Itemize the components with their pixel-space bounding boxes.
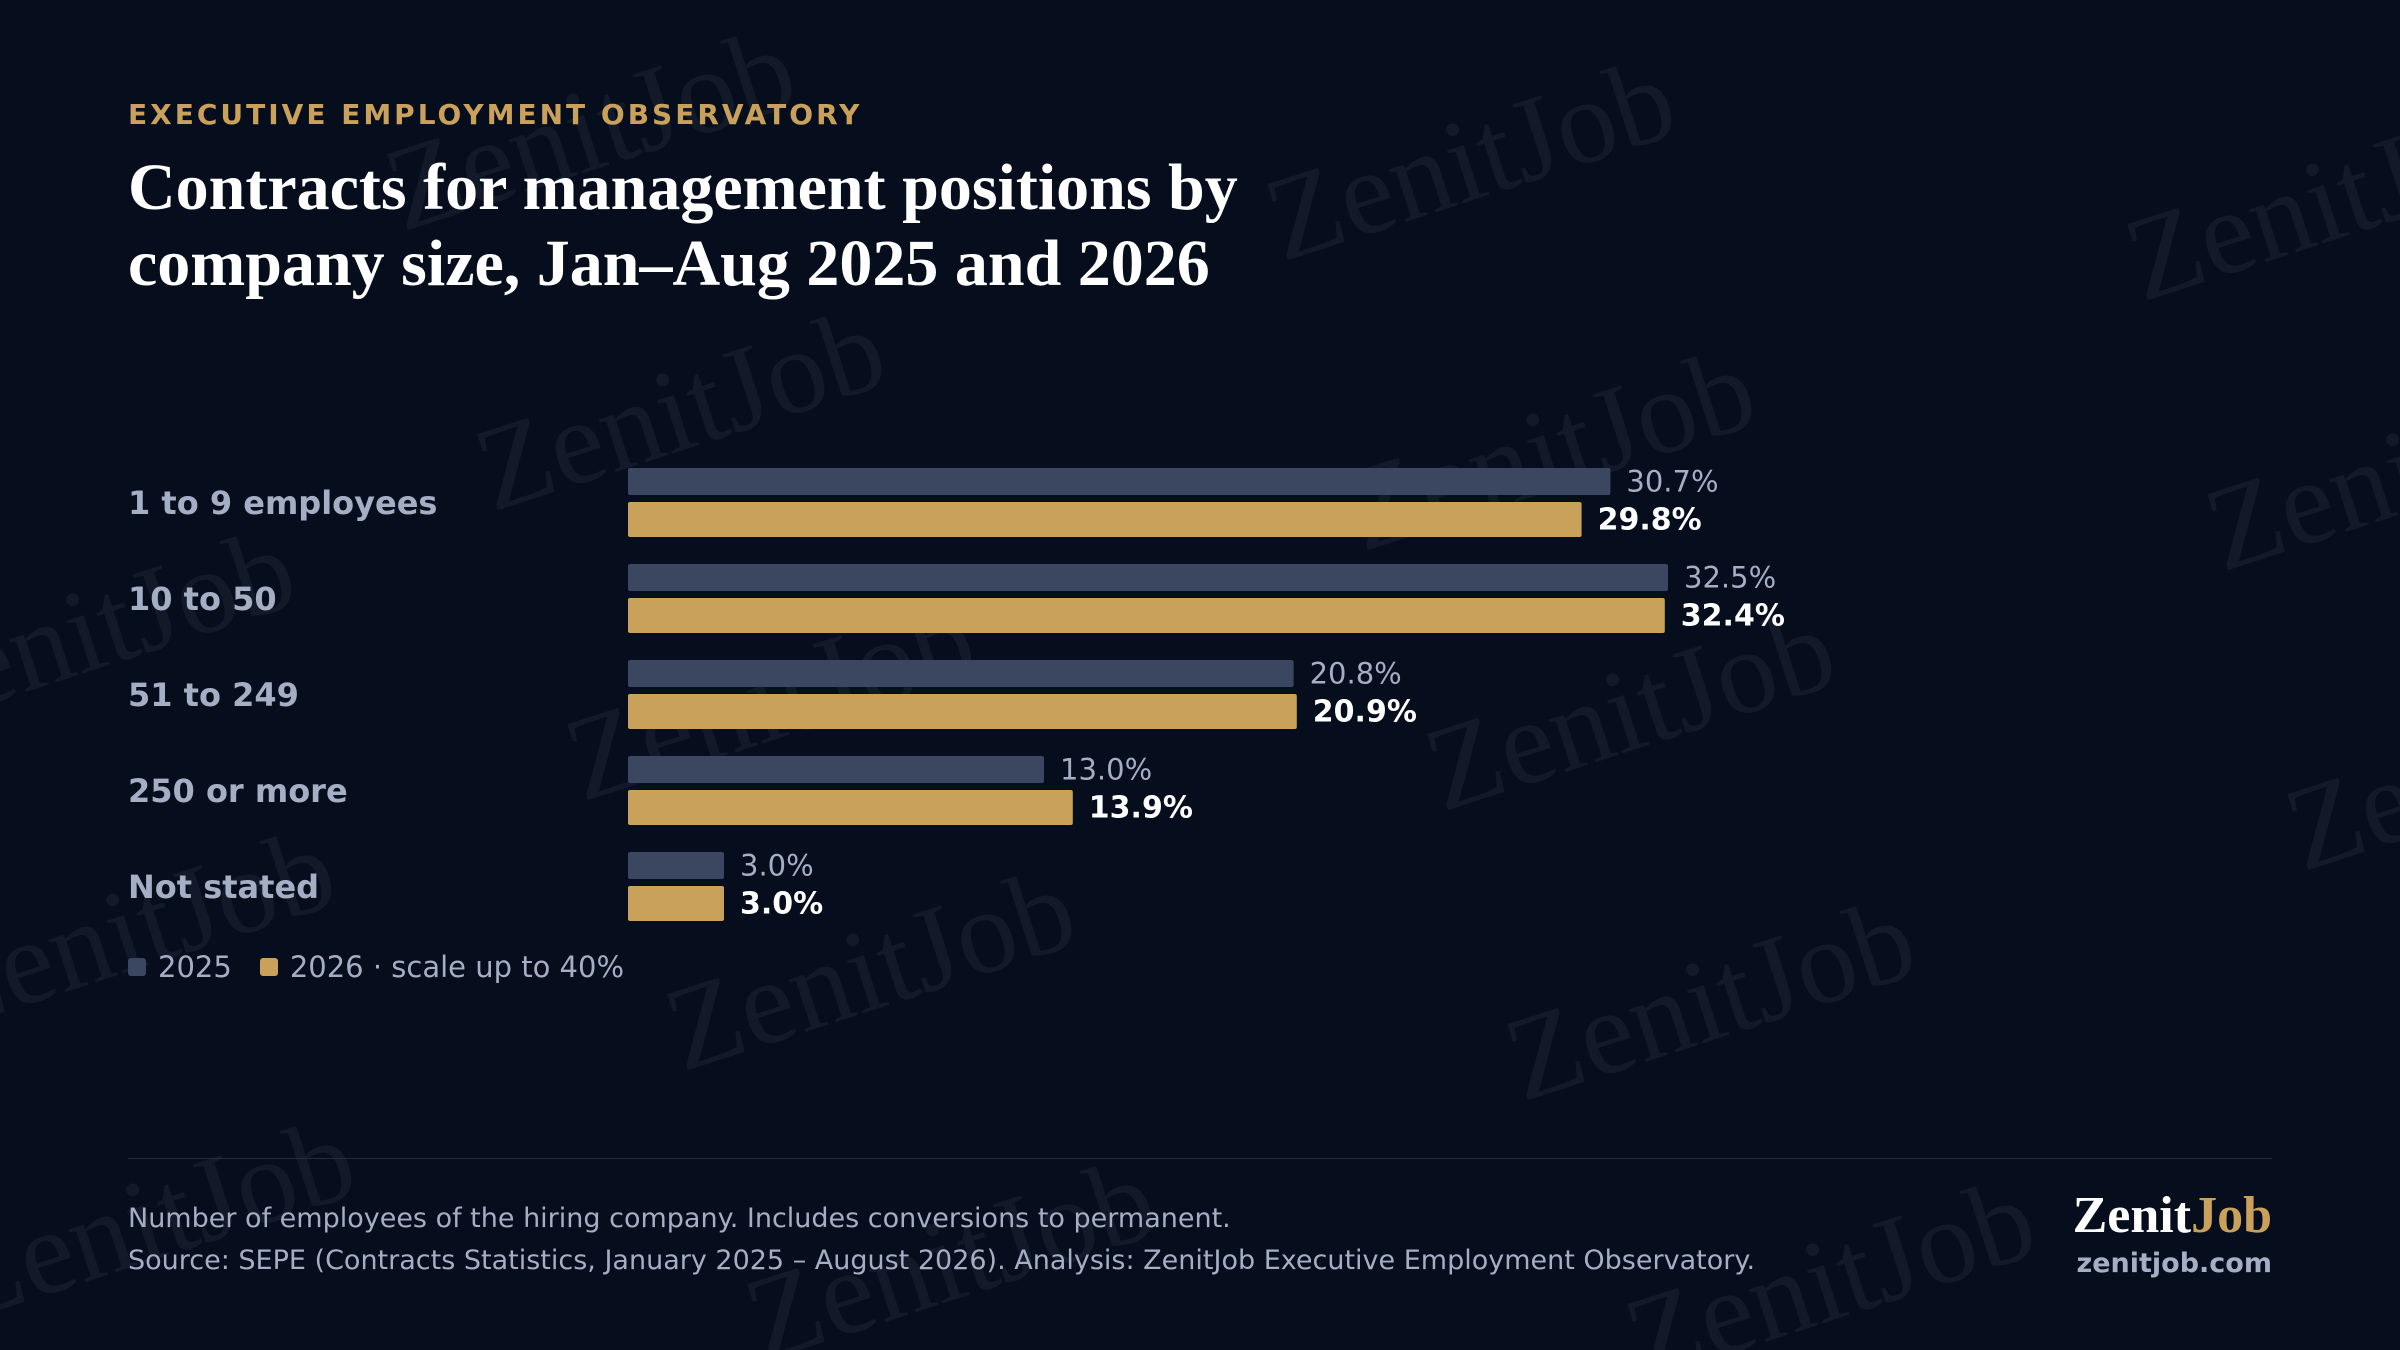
brand-name-part1: Zenit: [2072, 1187, 2192, 1244]
bar-2025-1: [628, 468, 1611, 495]
data-label-2025: 13.0%: [1060, 753, 1152, 787]
category-label: 51 to 249: [128, 676, 299, 714]
eyebrow-label: EXECUTIVE EMPLOYMENT OBSERVATORY: [128, 98, 863, 131]
bar-2026-1: [628, 502, 1582, 537]
data-label-2026: 20.9%: [1313, 695, 1417, 730]
data-label-2025: 32.5%: [1684, 561, 1776, 595]
legend-swatch-2025: [128, 958, 146, 976]
brand-name-part2: Job: [2191, 1187, 2272, 1244]
brand-url: zenitjob.com: [2076, 1248, 2273, 1279]
brand-block: ZenitJob zenitjob.com: [2073, 1188, 2273, 1280]
data-label-2026: 32.4%: [1681, 599, 1785, 634]
data-label-2025: 3.0%: [740, 849, 814, 883]
footnote-note: Number of employees of the hiring compan…: [128, 1203, 1231, 1234]
footnote-source: Source: SEPE (Contracts Statistics, Janu…: [128, 1245, 1756, 1276]
category-label: 10 to 50: [128, 580, 277, 618]
chart-legend: 2025 2026 · scale up to 40%: [128, 950, 652, 984]
data-label-2025: 20.8%: [1310, 657, 1402, 691]
data-label-2026: 29.8%: [1598, 503, 1702, 538]
legend-label-2025: 2025: [158, 950, 232, 984]
bar-chart: 1 to 9 employees 30.7% 29.8% 10 to 50 32.5% 3…: [128, 465, 1785, 922]
bar-2025-2: [628, 564, 1668, 591]
category-label: 1 to 9 employees: [128, 484, 437, 522]
data-label-2025: 30.7%: [1626, 465, 1718, 499]
bar-2025-4: [628, 756, 1044, 783]
category-label: Not stated: [128, 868, 319, 906]
bar-2026-3: [628, 694, 1297, 729]
chart-title: Contracts for management positions by co…: [128, 151, 1238, 300]
legend-label-2026: 2026 · scale up to 40%: [289, 950, 625, 984]
legend-swatch-2026: [259, 958, 278, 976]
data-label-2026: 13.9%: [1089, 791, 1193, 826]
bar-2026-4: [628, 790, 1073, 825]
bar-2026-5: [628, 886, 724, 921]
legend-item-2026: 2026 · scale up to 40%: [259, 950, 625, 984]
bar-2025-3: [628, 660, 1294, 687]
footer-divider: [128, 1158, 2272, 1159]
brand-logo: ZenitJob: [2073, 1188, 2272, 1244]
data-label-2026: 3.0%: [740, 887, 823, 922]
footnote: Number of employees of the hiring compan…: [128, 1198, 1755, 1282]
category-label: 250 or more: [128, 772, 348, 810]
bar-2026-2: [628, 598, 1665, 633]
bar-2025-5: [628, 852, 724, 879]
legend-item-2025: 2025: [128, 950, 232, 984]
